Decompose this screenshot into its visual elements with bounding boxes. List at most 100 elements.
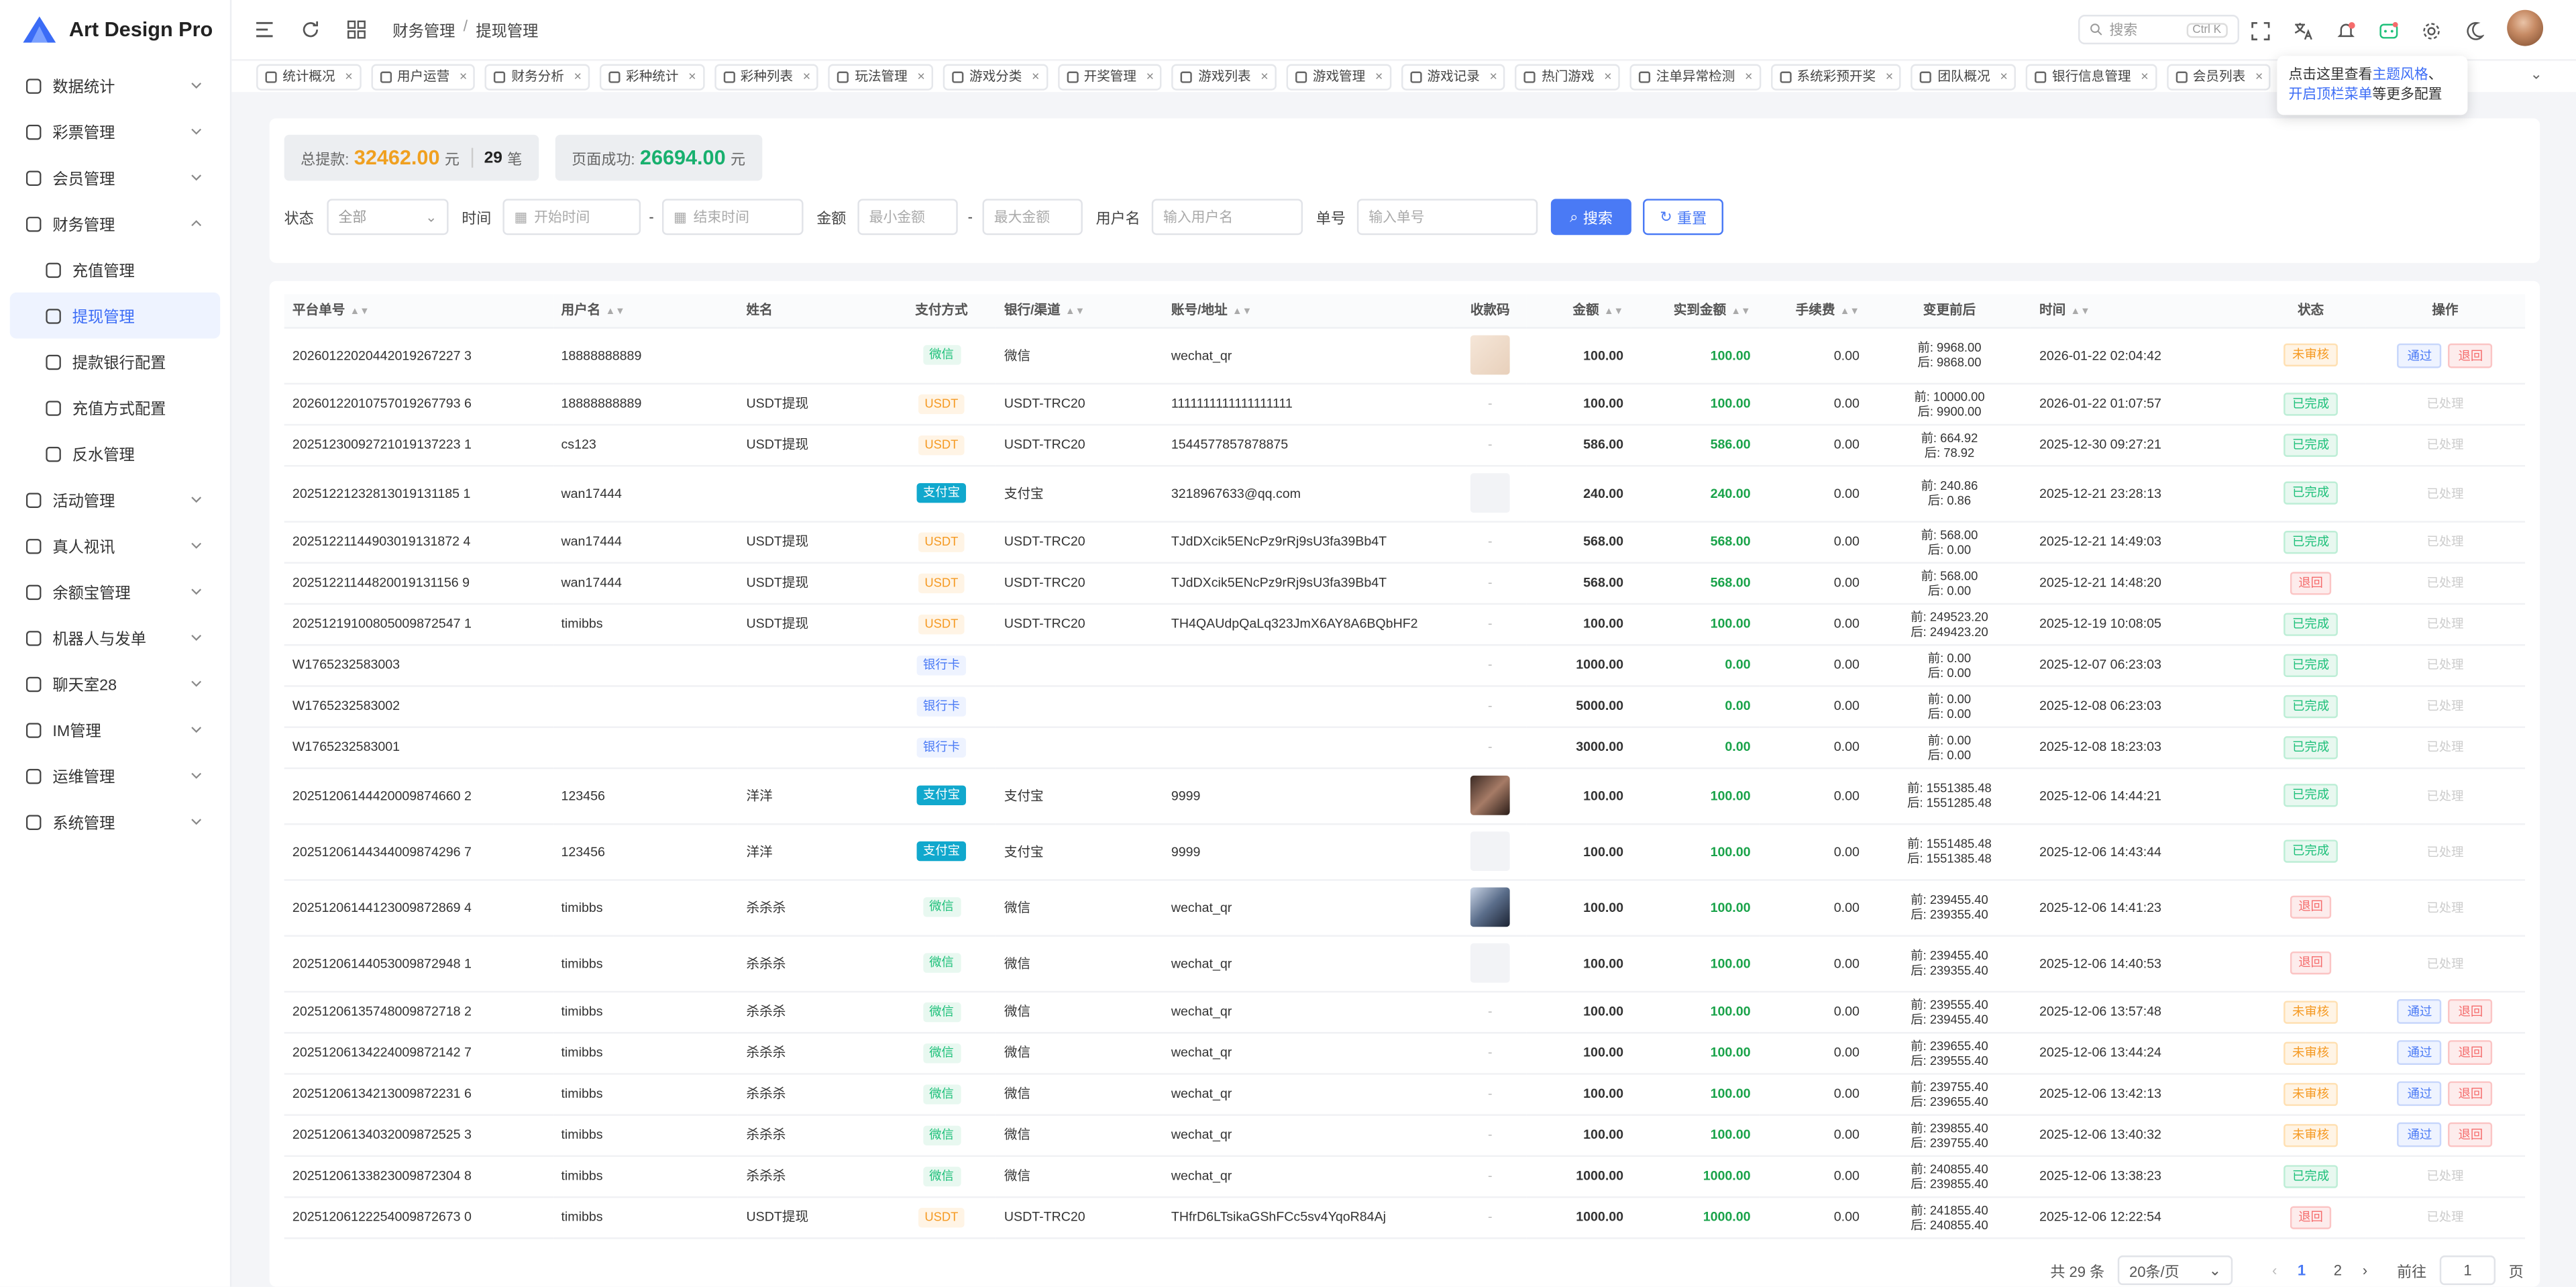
reject-button[interactable]: 退回: [2448, 1081, 2493, 1106]
tab-11[interactable]: 热门游戏 ×: [1515, 63, 1620, 90]
sort-icon[interactable]: ▲▼: [1065, 307, 1085, 318]
tab-13[interactable]: 系统彩预开奖 ×: [1770, 63, 1902, 90]
close-icon[interactable]: ×: [2000, 68, 2008, 84]
column-header[interactable]: 用户名 ▲▼: [553, 294, 739, 328]
sidebar-item-9[interactable]: 活动管理: [0, 476, 230, 523]
logo[interactable]: Art Design Pro: [0, 0, 230, 59]
qr-code-image[interactable]: [1470, 775, 1510, 815]
close-icon[interactable]: ×: [1146, 68, 1155, 84]
sidebar-item-13[interactable]: 聊天室28: [0, 660, 230, 707]
column-header[interactable]: 金额 ▲▼: [1526, 294, 1632, 328]
refresh-icon[interactable]: [301, 19, 320, 39]
tab-2[interactable]: 财务分析 ×: [485, 63, 590, 90]
sort-icon[interactable]: ▲▼: [1731, 307, 1751, 318]
min-amount-input[interactable]: 最小金额: [857, 199, 958, 236]
tab-5[interactable]: 玩法管理 ×: [828, 63, 934, 90]
qr-code-image[interactable]: [1470, 943, 1510, 983]
column-header[interactable]: 实到金额 ▲▼: [1631, 294, 1759, 328]
tab-14[interactable]: 团队概况 ×: [1911, 63, 2017, 90]
close-icon[interactable]: ×: [688, 68, 696, 84]
qr-code-image[interactable]: [1470, 887, 1510, 927]
approve-button[interactable]: 通过: [2397, 1122, 2443, 1147]
approve-button[interactable]: 通过: [2397, 1040, 2443, 1065]
column-header[interactable]: 平台单号 ▲▼: [284, 294, 553, 328]
close-icon[interactable]: ×: [1375, 68, 1383, 84]
close-icon[interactable]: ×: [1032, 68, 1040, 84]
order-input[interactable]: 输入单号: [1357, 199, 1538, 236]
search-button[interactable]: ⌕ 搜索: [1551, 199, 1632, 236]
tab-12[interactable]: 注单异常检测 ×: [1629, 63, 1761, 90]
close-icon[interactable]: ×: [459, 68, 468, 84]
sidebar-item-8[interactable]: 反水管理: [0, 431, 230, 477]
reject-button[interactable]: 退回: [2448, 998, 2493, 1024]
search-input[interactable]: 搜索 Ctrl K: [2078, 15, 2239, 45]
menu-toggle-icon[interactable]: [255, 19, 274, 39]
sidebar-item-2[interactable]: 会员管理: [0, 154, 230, 201]
close-icon[interactable]: ×: [345, 68, 353, 84]
sidebar-item-10[interactable]: 真人视讯: [0, 523, 230, 569]
close-icon[interactable]: ×: [917, 68, 925, 84]
reset-button[interactable]: ↻ 重置: [1643, 199, 1724, 236]
approve-button[interactable]: 通过: [2397, 998, 2443, 1024]
tab-10[interactable]: 游戏记录 ×: [1401, 63, 1506, 90]
breadcrumb-item[interactable]: 财务管理: [392, 23, 455, 42]
fullscreen-icon[interactable]: [2251, 21, 2270, 40]
qr-code-image[interactable]: [1470, 831, 1510, 871]
tab-3[interactable]: 彩种统计 ×: [599, 63, 704, 90]
sidebar-item-5[interactable]: 提现管理: [9, 292, 221, 339]
sidebar-item-12[interactable]: 机器人与发单: [0, 615, 230, 661]
page-size-select[interactable]: 20条/页 ⌄: [2117, 1255, 2233, 1286]
sidebar-item-14[interactable]: IM管理: [0, 707, 230, 753]
tab-0[interactable]: 统计概况 ×: [256, 63, 361, 90]
close-icon[interactable]: ×: [2141, 68, 2149, 84]
sidebar-item-11[interactable]: 余额宝管理: [0, 568, 230, 615]
page-1[interactable]: 1: [2297, 1262, 2306, 1279]
next-page-icon[interactable]: ›: [2362, 1262, 2368, 1279]
sort-icon[interactable]: ▲▼: [1232, 307, 1252, 318]
start-time-input[interactable]: ▦ 开始时间: [502, 199, 641, 236]
sort-icon[interactable]: ▲▼: [2070, 307, 2090, 318]
column-header[interactable]: 银行/渠道 ▲▼: [996, 294, 1163, 328]
sidebar-item-16[interactable]: 系统管理: [0, 799, 230, 845]
sort-icon[interactable]: ▲▼: [350, 307, 370, 318]
goto-input[interactable]: 1: [2439, 1255, 2496, 1286]
tab-4[interactable]: 彩种列表 ×: [714, 63, 819, 90]
tabs-more-icon[interactable]: ⌄: [2530, 65, 2542, 83]
qr-code-image[interactable]: [1470, 335, 1510, 375]
sidebar-item-15[interactable]: 运维管理: [0, 753, 230, 799]
tab-7[interactable]: 开奖管理 ×: [1057, 63, 1163, 90]
translate-icon[interactable]: [2294, 21, 2313, 40]
sidebar-item-0[interactable]: 数据统计: [0, 62, 230, 109]
notification-icon[interactable]: [2336, 21, 2355, 40]
column-header[interactable]: 时间 ▲▼: [2031, 294, 2257, 328]
tab-6[interactable]: 游戏分类 ×: [943, 63, 1048, 90]
status-select[interactable]: 全部 ⌄: [327, 199, 449, 236]
tab-15[interactable]: 银行信息管理 ×: [2025, 63, 2157, 90]
reject-button[interactable]: 退回: [2448, 1040, 2493, 1065]
username-input[interactable]: 输入用户名: [1151, 199, 1303, 236]
page-2[interactable]: 2: [2333, 1262, 2343, 1279]
sidebar-item-3[interactable]: 财务管理: [0, 201, 230, 247]
settings-icon[interactable]: [2422, 21, 2441, 40]
reject-button[interactable]: 退回: [2448, 342, 2493, 368]
sidebar-item-4[interactable]: 充值管理: [0, 246, 230, 293]
close-icon[interactable]: ×: [1489, 68, 1497, 84]
max-amount-input[interactable]: 最大金额: [982, 199, 1083, 236]
column-header[interactable]: 手续费 ▲▼: [1758, 294, 1868, 328]
end-time-input[interactable]: ▦ 结束时间: [662, 199, 804, 236]
tab-16[interactable]: 会员列表 ×: [2166, 63, 2271, 90]
approve-button[interactable]: 通过: [2397, 1081, 2443, 1106]
chat-icon[interactable]: [2379, 21, 2398, 40]
tab-9[interactable]: 游戏管理 ×: [1286, 63, 1391, 90]
tab-8[interactable]: 游戏列表 ×: [1172, 63, 1277, 90]
close-icon[interactable]: ×: [2255, 68, 2263, 84]
grid-icon[interactable]: [347, 19, 366, 39]
close-icon[interactable]: ×: [1604, 68, 1612, 84]
sidebar-item-6[interactable]: 提款银行配置: [0, 338, 230, 384]
close-icon[interactable]: ×: [1885, 68, 1894, 84]
sort-icon[interactable]: ▲▼: [605, 307, 625, 318]
close-icon[interactable]: ×: [574, 68, 582, 84]
top-menu-link[interactable]: 开启顶栏菜单: [2288, 85, 2373, 102]
prev-page-icon[interactable]: ‹: [2272, 1262, 2277, 1279]
theme-style-link[interactable]: 主题风格: [2372, 65, 2428, 83]
